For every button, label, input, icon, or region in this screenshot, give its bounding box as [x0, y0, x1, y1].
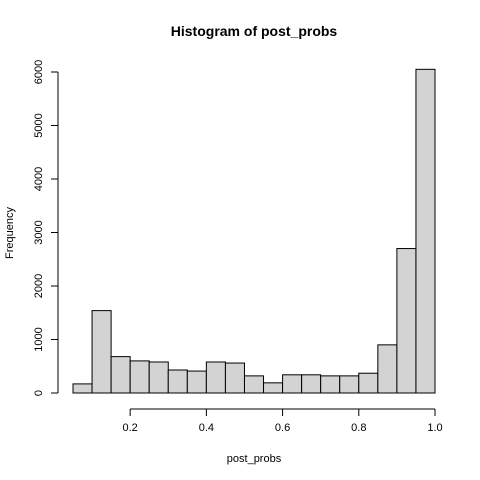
- chart-title: Histogram of post_probs: [171, 23, 338, 39]
- y-axis: 0 1000 2000 3000 4000 5000 6000: [33, 60, 59, 396]
- histogram-bar: [72, 383, 93, 394]
- y-tick-label: 1000: [33, 327, 45, 351]
- histogram-bar: [377, 344, 398, 394]
- histogram-bar: [243, 375, 265, 394]
- y-tick-label: 3000: [33, 220, 45, 244]
- histogram-bar: [339, 375, 360, 394]
- x-tick-label: 0.4: [199, 422, 214, 434]
- y-tick-label: 5000: [33, 113, 45, 137]
- bars-group: [72, 68, 436, 394]
- y-axis-label: Frequency: [4, 207, 16, 259]
- x-tick-label: 0.2: [123, 422, 138, 434]
- histogram-bar: [205, 361, 226, 394]
- x-tick-label: 1.0: [427, 422, 442, 434]
- x-tick-label: 0.8: [351, 422, 366, 434]
- y-tick-label: 2000: [33, 274, 45, 298]
- y-tick-label: 6000: [33, 60, 45, 84]
- histogram-bar: [415, 68, 436, 394]
- histogram-bar: [186, 370, 207, 394]
- histogram-bar: [110, 356, 131, 394]
- histogram-bar: [263, 382, 284, 394]
- histogram-bar: [167, 369, 188, 394]
- y-tick-label: 4000: [33, 167, 45, 191]
- histogram-bar: [129, 360, 150, 394]
- histogram-bar: [320, 375, 341, 394]
- x-axis-label: post_probs: [227, 453, 282, 465]
- histogram-bar: [301, 374, 322, 394]
- histogram-bar: [148, 361, 169, 394]
- histogram-bar: [91, 310, 112, 394]
- histogram-bar: [396, 248, 417, 394]
- histogram-bar: [358, 372, 379, 394]
- x-axis: 0.2 0.4 0.6 0.8 1.0: [123, 408, 443, 434]
- y-tick-label: 0: [33, 390, 45, 396]
- x-tick-label: 0.6: [275, 422, 290, 434]
- histogram-bar: [282, 374, 303, 394]
- histogram-bar: [224, 362, 245, 394]
